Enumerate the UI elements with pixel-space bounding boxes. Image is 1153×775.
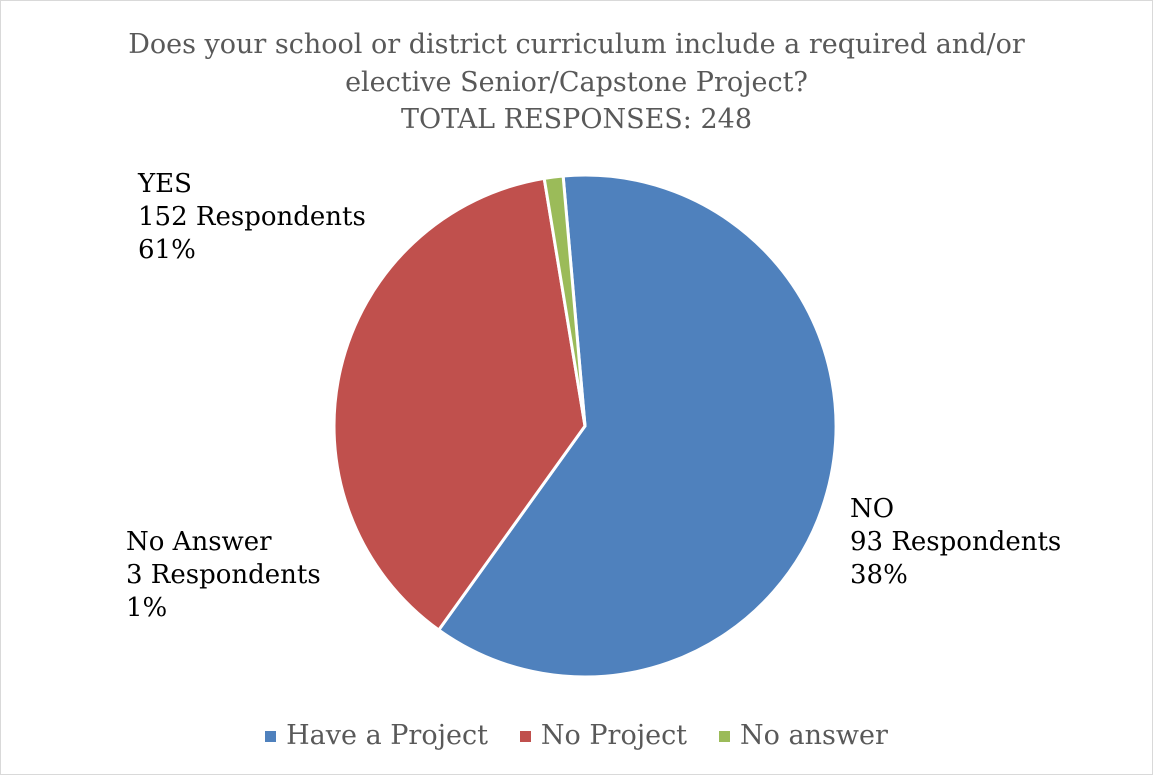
data-label-yes-line-2: 152 Respondents <box>138 202 366 232</box>
legend-item-no-project: No Project <box>519 718 688 754</box>
legend-swatch-no-project <box>519 730 531 742</box>
legend-label-have-a-project: Have a Project <box>286 720 488 751</box>
legend-swatch-have-a-project <box>265 730 277 742</box>
data-label-no-answer: No Answer 3 Respondents 1% <box>126 526 321 625</box>
data-label-no-line-2: 93 Respondents <box>850 527 1062 557</box>
legend-item-no-answer: No answer <box>719 718 888 754</box>
data-label-no-answer-line-1: No Answer <box>126 527 272 557</box>
data-label-yes-line-3: 61% <box>138 235 196 265</box>
data-label-no-line-1: NO <box>850 494 895 524</box>
data-label-no: NO 93 Respondents 38% <box>850 493 1061 592</box>
legend-item-have-a-project: Have a Project <box>265 718 488 754</box>
chart-title-line-3: TOTAL RESPONSES: 248 <box>400 104 753 135</box>
pie-slice-have-a-project <box>437 173 838 679</box>
data-label-yes: YES 152 Respondents 61% <box>138 168 366 267</box>
data-label-yes-line-1: YES <box>138 169 192 199</box>
legend-swatch-no-answer <box>719 730 731 742</box>
chart-title-line-1: Does your school or district curriculum … <box>128 29 1025 60</box>
pie-slice-no-answer <box>542 174 587 428</box>
data-label-no-answer-line-2: 3 Respondents <box>126 560 321 590</box>
chart-title-line-2: elective Senior/Capstone Project? <box>345 67 808 98</box>
data-label-no-line-3: 38% <box>850 560 908 590</box>
data-label-no-answer-line-3: 1% <box>126 593 168 623</box>
legend-label-no-answer: No answer <box>740 720 888 751</box>
pie-slice-no-project <box>332 176 587 632</box>
legend-label-no-project: No Project <box>540 720 688 751</box>
legend: Have a Project No Project No answer <box>0 718 1153 754</box>
